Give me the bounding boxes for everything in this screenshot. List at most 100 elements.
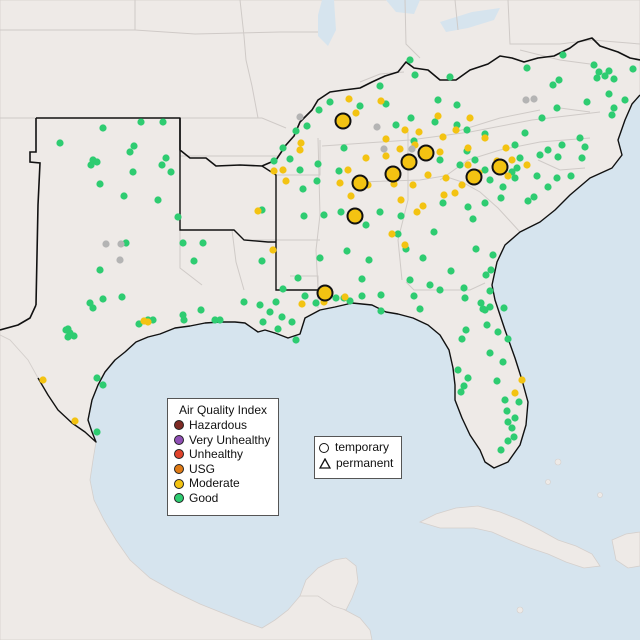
good-station-marker[interactable]: [482, 271, 490, 279]
good-station-marker[interactable]: [190, 257, 198, 265]
good-station-marker[interactable]: [493, 377, 501, 385]
good-station-marker[interactable]: [303, 122, 311, 130]
good-station-marker[interactable]: [120, 192, 128, 200]
good-station-marker[interactable]: [487, 266, 495, 274]
good-station-marker[interactable]: [312, 299, 320, 307]
moderate-station-marker[interactable]: [442, 174, 450, 182]
moderate-station-marker[interactable]: [345, 95, 353, 103]
good-station-marker[interactable]: [462, 326, 470, 334]
good-station-marker[interactable]: [463, 126, 471, 134]
good-station-marker[interactable]: [610, 75, 618, 83]
good-station-marker[interactable]: [544, 183, 552, 191]
temporary-moderate-marker[interactable]: [351, 174, 369, 192]
good-station-marker[interactable]: [274, 325, 282, 333]
good-station-marker[interactable]: [326, 98, 334, 106]
moderate-station-marker[interactable]: [396, 145, 404, 153]
moderate-station-marker[interactable]: [282, 177, 290, 185]
good-station-marker[interactable]: [601, 72, 609, 80]
moderate-station-marker[interactable]: [508, 156, 516, 164]
good-station-marker[interactable]: [503, 407, 511, 415]
moderate-station-marker[interactable]: [140, 317, 148, 325]
good-station-marker[interactable]: [511, 174, 519, 182]
good-station-marker[interactable]: [477, 299, 485, 307]
good-station-marker[interactable]: [446, 73, 454, 81]
good-station-marker[interactable]: [376, 208, 384, 216]
good-station-marker[interactable]: [240, 298, 248, 306]
good-station-marker[interactable]: [576, 134, 584, 142]
good-station-marker[interactable]: [499, 183, 507, 191]
good-station-marker[interactable]: [294, 274, 302, 282]
no-data-station-marker[interactable]: [408, 145, 416, 153]
no-data-station-marker[interactable]: [102, 240, 110, 248]
moderate-station-marker[interactable]: [440, 191, 448, 199]
good-station-marker[interactable]: [159, 118, 167, 126]
good-station-marker[interactable]: [481, 306, 489, 314]
moderate-station-marker[interactable]: [415, 128, 423, 136]
good-station-marker[interactable]: [590, 61, 598, 69]
good-station-marker[interactable]: [130, 142, 138, 150]
good-station-marker[interactable]: [96, 180, 104, 188]
good-station-marker[interactable]: [216, 316, 224, 324]
good-station-marker[interactable]: [508, 424, 516, 432]
good-station-marker[interactable]: [93, 428, 101, 436]
moderate-station-marker[interactable]: [439, 133, 447, 141]
good-station-marker[interactable]: [362, 221, 370, 229]
moderate-station-marker[interactable]: [344, 166, 352, 174]
good-station-marker[interactable]: [472, 245, 480, 253]
good-station-marker[interactable]: [180, 316, 188, 324]
no-data-station-marker[interactable]: [530, 95, 538, 103]
good-station-marker[interactable]: [511, 141, 519, 149]
good-station-marker[interactable]: [93, 158, 101, 166]
moderate-station-marker[interactable]: [481, 134, 489, 142]
good-station-marker[interactable]: [578, 154, 586, 162]
good-station-marker[interactable]: [407, 114, 415, 122]
good-station-marker[interactable]: [292, 336, 300, 344]
moderate-station-marker[interactable]: [523, 161, 531, 169]
moderate-station-marker[interactable]: [401, 241, 409, 249]
temporary-moderate-marker[interactable]: [465, 168, 483, 186]
good-station-marker[interactable]: [406, 56, 414, 64]
good-station-marker[interactable]: [583, 98, 591, 106]
good-station-marker[interactable]: [99, 124, 107, 132]
good-station-marker[interactable]: [456, 161, 464, 169]
moderate-station-marker[interactable]: [436, 148, 444, 156]
good-station-marker[interactable]: [174, 213, 182, 221]
good-station-marker[interactable]: [346, 297, 354, 305]
good-station-marker[interactable]: [595, 68, 603, 76]
no-data-station-marker[interactable]: [116, 256, 124, 264]
good-station-marker[interactable]: [486, 349, 494, 357]
good-station-marker[interactable]: [343, 247, 351, 255]
good-station-marker[interactable]: [504, 418, 512, 426]
good-station-marker[interactable]: [426, 281, 434, 289]
moderate-station-marker[interactable]: [452, 126, 460, 134]
good-station-marker[interactable]: [279, 285, 287, 293]
good-station-marker[interactable]: [62, 326, 70, 334]
good-station-marker[interactable]: [460, 382, 468, 390]
moderate-station-marker[interactable]: [269, 246, 277, 254]
good-station-marker[interactable]: [553, 104, 561, 112]
no-data-station-marker[interactable]: [296, 113, 304, 121]
good-station-marker[interactable]: [394, 230, 402, 238]
good-station-marker[interactable]: [461, 294, 469, 302]
good-station-marker[interactable]: [99, 381, 107, 389]
moderate-station-marker[interactable]: [511, 389, 519, 397]
good-station-marker[interactable]: [457, 388, 465, 396]
moderate-station-marker[interactable]: [451, 189, 459, 197]
good-station-marker[interactable]: [486, 287, 494, 295]
good-station-marker[interactable]: [608, 111, 616, 119]
good-station-marker[interactable]: [464, 374, 472, 382]
good-station-marker[interactable]: [499, 358, 507, 366]
no-data-station-marker[interactable]: [380, 145, 388, 153]
good-station-marker[interactable]: [335, 167, 343, 175]
moderate-station-marker[interactable]: [341, 293, 349, 301]
temporary-moderate-marker[interactable]: [316, 284, 334, 302]
good-station-marker[interactable]: [358, 275, 366, 283]
good-station-marker[interactable]: [314, 160, 322, 168]
good-station-marker[interactable]: [118, 293, 126, 301]
good-station-marker[interactable]: [629, 65, 637, 73]
good-station-marker[interactable]: [197, 306, 205, 314]
good-station-marker[interactable]: [162, 154, 170, 162]
temporary-moderate-marker[interactable]: [384, 165, 402, 183]
good-station-marker[interactable]: [416, 305, 424, 313]
good-station-marker[interactable]: [593, 74, 601, 82]
